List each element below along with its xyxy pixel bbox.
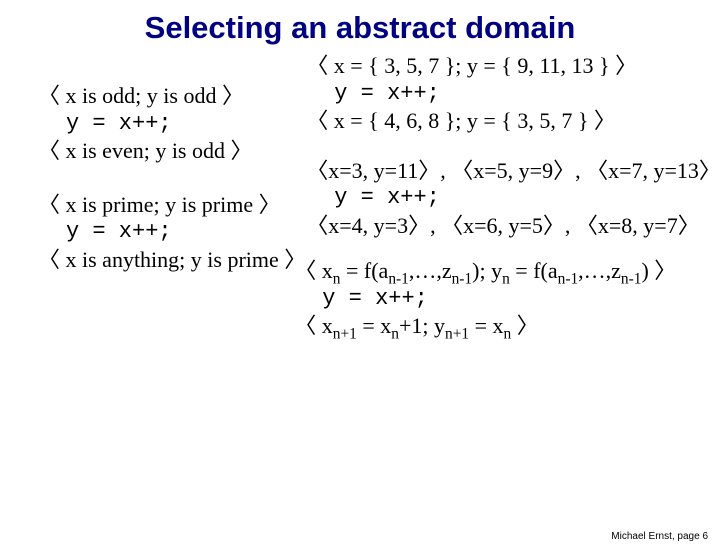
- precondition-odd: 〈 x is odd; y is odd 〉: [38, 82, 306, 110]
- precondition-prime: 〈 x is prime; y is prime 〉: [38, 191, 306, 219]
- left-block-1: 〈 x is odd; y is odd 〉 y = x++; 〈 x is e…: [38, 82, 306, 165]
- right-column: 〈 x = { 3, 5, 7 }; y = { 9, 11, 13 } 〉 y…: [306, 52, 720, 350]
- postcondition-sets: 〈 x = { 4, 6, 8 }; y = { 3, 5, 7 } 〉: [306, 107, 720, 135]
- right-block-2: 〈x=3, y=11〉, 〈x=5, y=9〉, 〈x=7, y=13〉 y =…: [306, 157, 720, 240]
- code-stmt-1: y = x++;: [66, 110, 306, 138]
- slide-title: Selecting an abstract domain: [0, 10, 720, 46]
- postcondition-anything: 〈 x is anything; y is prime 〉: [38, 246, 306, 274]
- right-block-1: 〈 x = { 3, 5, 7 }; y = { 9, 11, 13 } 〉 y…: [306, 52, 720, 135]
- code-stmt-2: y = x++;: [66, 218, 306, 246]
- precondition-sets: 〈 x = { 3, 5, 7 }; y = { 9, 11, 13 } 〉: [306, 52, 720, 80]
- precondition-pairs: 〈x=3, y=11〉, 〈x=5, y=9〉, 〈x=7, y=13〉: [306, 157, 720, 185]
- code-stmt-4: y = x++;: [334, 184, 720, 212]
- precondition-function: 〈 xn = f(an-1,…,zn-1); yn = f(an-1,…,zn-…: [294, 257, 720, 285]
- left-column: 〈 x is odd; y is odd 〉 y = x++; 〈 x is e…: [38, 52, 306, 350]
- right-block-3: 〈 xn = f(an-1,…,zn-1); yn = f(an-1,…,zn-…: [294, 257, 720, 340]
- postcondition-function: 〈 xn+1 = xn+1; yn+1 = xn 〉: [294, 312, 720, 340]
- left-block-2: 〈 x is prime; y is prime 〉 y = x++; 〈 x …: [38, 191, 306, 274]
- postcondition-even: 〈 x is even; y is odd 〉: [38, 137, 306, 165]
- code-stmt-5: y = x++;: [322, 285, 720, 313]
- footer-credit: Michael Ernst, page 6: [611, 531, 708, 542]
- code-stmt-3: y = x++;: [334, 80, 720, 108]
- content-area: 〈 x is odd; y is odd 〉 y = x++; 〈 x is e…: [0, 52, 720, 350]
- postcondition-pairs: 〈x=4, y=3〉, 〈x=6, y=5〉, 〈x=8, y=7〉: [306, 212, 720, 240]
